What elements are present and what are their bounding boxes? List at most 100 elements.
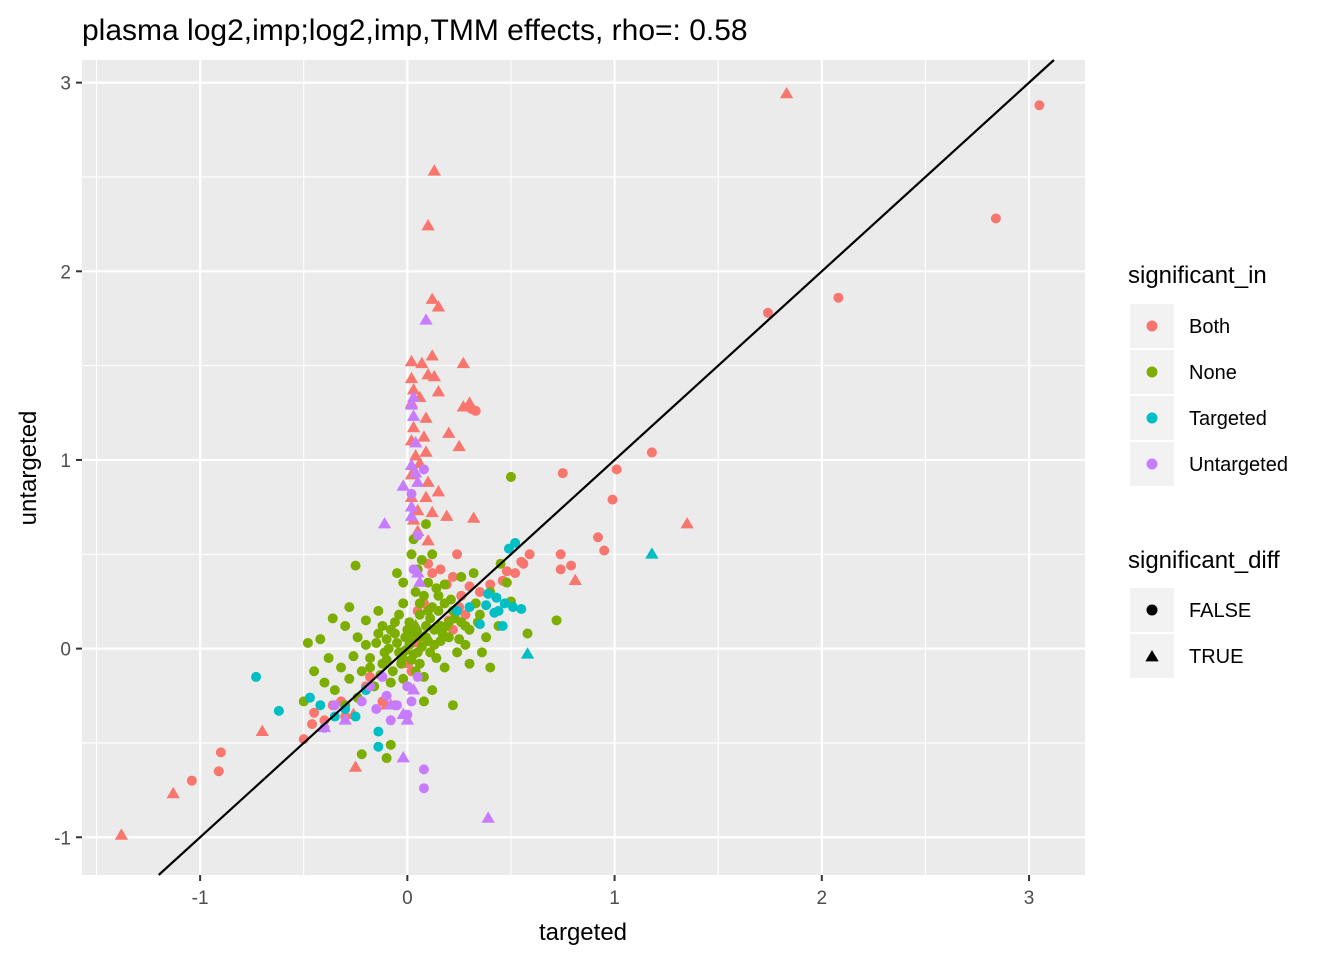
- legend-label-targeted: Targeted: [1189, 408, 1267, 430]
- point-untargeted-triangle: [377, 517, 392, 529]
- point-none-circle: [476, 647, 487, 658]
- x-tick-label: 3: [1024, 888, 1035, 909]
- point-both-circle: [833, 292, 844, 303]
- point-targeted-circle: [373, 741, 384, 752]
- point-targeted-circle: [464, 602, 475, 613]
- point-targeted-circle: [329, 711, 340, 722]
- point-both-triangle: [452, 439, 466, 452]
- point-none-circle: [398, 673, 409, 684]
- point-none-circle: [385, 624, 396, 635]
- point-untargeted-circle: [418, 783, 429, 794]
- point-both-triangle: [431, 385, 446, 397]
- point-untargeted-triangle: [406, 390, 421, 403]
- point-both-triangle: [404, 354, 419, 367]
- point-none-circle: [410, 587, 421, 598]
- point-both-circle: [452, 549, 463, 560]
- point-none-circle: [389, 617, 400, 628]
- point-none-circle: [427, 685, 438, 696]
- point-both-circle: [990, 213, 1001, 224]
- grid-minor: [82, 60, 1085, 875]
- point-targeted-circle: [503, 543, 514, 554]
- point-none-circle: [394, 609, 405, 620]
- point-none-circle: [505, 471, 516, 482]
- point-both-triangle: [255, 724, 269, 736]
- point-both-circle: [447, 571, 458, 582]
- point-untargeted-triangle: [408, 466, 423, 478]
- point-both-circle: [1034, 100, 1045, 111]
- point-targeted-circle: [474, 619, 485, 630]
- point-both-triangle: [404, 371, 419, 384]
- legend-title-significant-diff: significant_diff: [1128, 547, 1280, 574]
- point-none-circle: [501, 577, 512, 588]
- point-none-circle: [425, 613, 436, 624]
- point-none-circle: [379, 647, 390, 658]
- point-untargeted-triangle: [396, 751, 410, 763]
- identity-line: [157, 59, 1055, 876]
- point-none-circle: [371, 637, 382, 648]
- point-both-circle: [510, 568, 521, 579]
- point-none-circle: [356, 666, 367, 677]
- point-targeted-triangle: [645, 547, 659, 559]
- point-none-circle: [468, 568, 479, 579]
- y-tick-label: 2: [60, 262, 71, 283]
- data-points: [114, 86, 1045, 840]
- point-none-circle: [329, 685, 340, 696]
- grid-major: [82, 60, 1085, 875]
- point-untargeted-circle: [356, 696, 367, 707]
- point-untargeted-triangle: [404, 458, 419, 470]
- point-targeted-circle: [499, 598, 510, 609]
- point-none-circle: [385, 739, 396, 750]
- point-both-circle: [646, 447, 657, 458]
- point-none-circle: [454, 634, 465, 645]
- point-none-circle: [423, 605, 434, 616]
- point-none-circle: [352, 632, 363, 643]
- point-none-circle: [381, 654, 392, 665]
- point-none-circle: [385, 677, 396, 688]
- y-tick-label: 3: [60, 74, 71, 95]
- point-both-circle: [309, 707, 320, 718]
- point-both-triangle: [419, 411, 433, 423]
- point-untargeted-circle: [418, 764, 429, 775]
- point-none-circle: [391, 568, 402, 579]
- point-none-circle: [365, 653, 376, 664]
- point-both-circle: [516, 556, 527, 567]
- point-none-circle: [373, 628, 384, 639]
- point-none-circle: [522, 628, 533, 639]
- x-tick-label: 2: [817, 888, 828, 909]
- point-none-circle: [323, 653, 334, 664]
- point-none-circle: [418, 590, 429, 601]
- point-both-triangle: [680, 517, 694, 529]
- point-none-triangle: [408, 618, 423, 631]
- point-none-circle: [481, 632, 492, 643]
- point-none-circle: [315, 634, 326, 645]
- point-both-circle: [524, 549, 535, 560]
- point-none-circle: [391, 637, 402, 648]
- point-none-circle: [439, 579, 450, 590]
- point-none-circle: [416, 554, 427, 565]
- point-both-circle: [607, 494, 618, 505]
- point-both-triangle: [415, 356, 429, 369]
- point-none-circle: [437, 628, 448, 639]
- point-both-circle: [213, 766, 224, 777]
- point-none-circle: [433, 590, 444, 601]
- point-both-triangle: [421, 534, 435, 546]
- point-both-triangle: [456, 400, 470, 412]
- point-both-triangle: [456, 356, 470, 369]
- point-both-triangle: [421, 475, 435, 487]
- point-both-circle: [460, 609, 471, 620]
- point-none-circle: [365, 662, 376, 673]
- point-untargeted-circle: [412, 530, 423, 541]
- point-none-circle: [398, 598, 409, 609]
- point-targeted-circle: [483, 588, 494, 599]
- point-none-circle: [464, 658, 475, 669]
- point-untargeted-triangle: [411, 566, 425, 578]
- point-both-triangle: [348, 760, 363, 772]
- point-none-circle: [309, 666, 320, 677]
- point-none-circle: [418, 696, 429, 707]
- point-none-circle: [387, 666, 398, 677]
- legend-label-true: TRUE: [1189, 646, 1243, 668]
- point-none-circle: [427, 549, 438, 560]
- point-untargeted-triangle: [404, 398, 419, 410]
- point-both-triangle: [568, 573, 582, 586]
- point-untargeted-triangle: [419, 313, 433, 325]
